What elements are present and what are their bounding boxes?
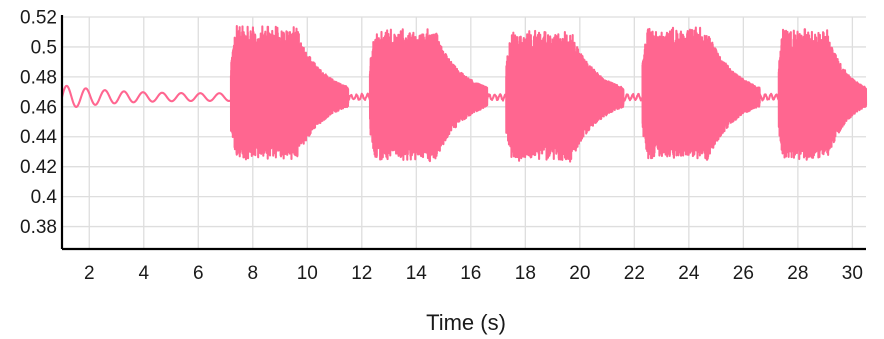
y-tick-label: 0.5 bbox=[31, 37, 57, 58]
y-tick-label: 0.48 bbox=[20, 67, 57, 88]
y-tick-label: 0.42 bbox=[20, 157, 57, 178]
x-tick-label: 28 bbox=[787, 263, 808, 284]
x-tick-label: 2 bbox=[84, 263, 95, 284]
x-tick-label: 26 bbox=[733, 263, 754, 284]
x-axis-title: Time (s) bbox=[426, 310, 506, 335]
y-tick-label: 0.46 bbox=[20, 97, 57, 118]
x-tick-label: 20 bbox=[569, 263, 590, 284]
signal-line bbox=[60, 25, 868, 163]
x-tick-labels: 2 4 6 8 10 12 14 16 18 20 22 24 26 28 30 bbox=[84, 263, 863, 284]
x-tick-label: 8 bbox=[247, 263, 258, 284]
x-tick-label: 22 bbox=[624, 263, 645, 284]
grid-lines bbox=[62, 16, 866, 249]
x-tick-label: 16 bbox=[460, 263, 481, 284]
y-tick-label: 0.44 bbox=[20, 127, 57, 148]
y-tick-label: 0.38 bbox=[20, 217, 57, 238]
x-tick-label: 12 bbox=[351, 263, 372, 284]
x-tick-label: 30 bbox=[842, 263, 863, 284]
y-tick-label: 0.52 bbox=[20, 8, 57, 29]
x-tick-label: 6 bbox=[193, 263, 204, 284]
x-tick-label: 4 bbox=[138, 263, 149, 284]
x-tick-label: 18 bbox=[515, 263, 536, 284]
signal-series bbox=[60, 25, 868, 163]
x-tick-label: 10 bbox=[297, 263, 318, 284]
x-tick-label: 24 bbox=[678, 263, 700, 284]
y-tick-labels: 0.38 0.4 0.42 0.44 0.46 0.48 0.5 0.52 bbox=[20, 8, 57, 239]
y-tick-label: 0.4 bbox=[31, 187, 58, 208]
axes bbox=[60, 15, 866, 251]
x-tick-label: 14 bbox=[406, 263, 428, 284]
